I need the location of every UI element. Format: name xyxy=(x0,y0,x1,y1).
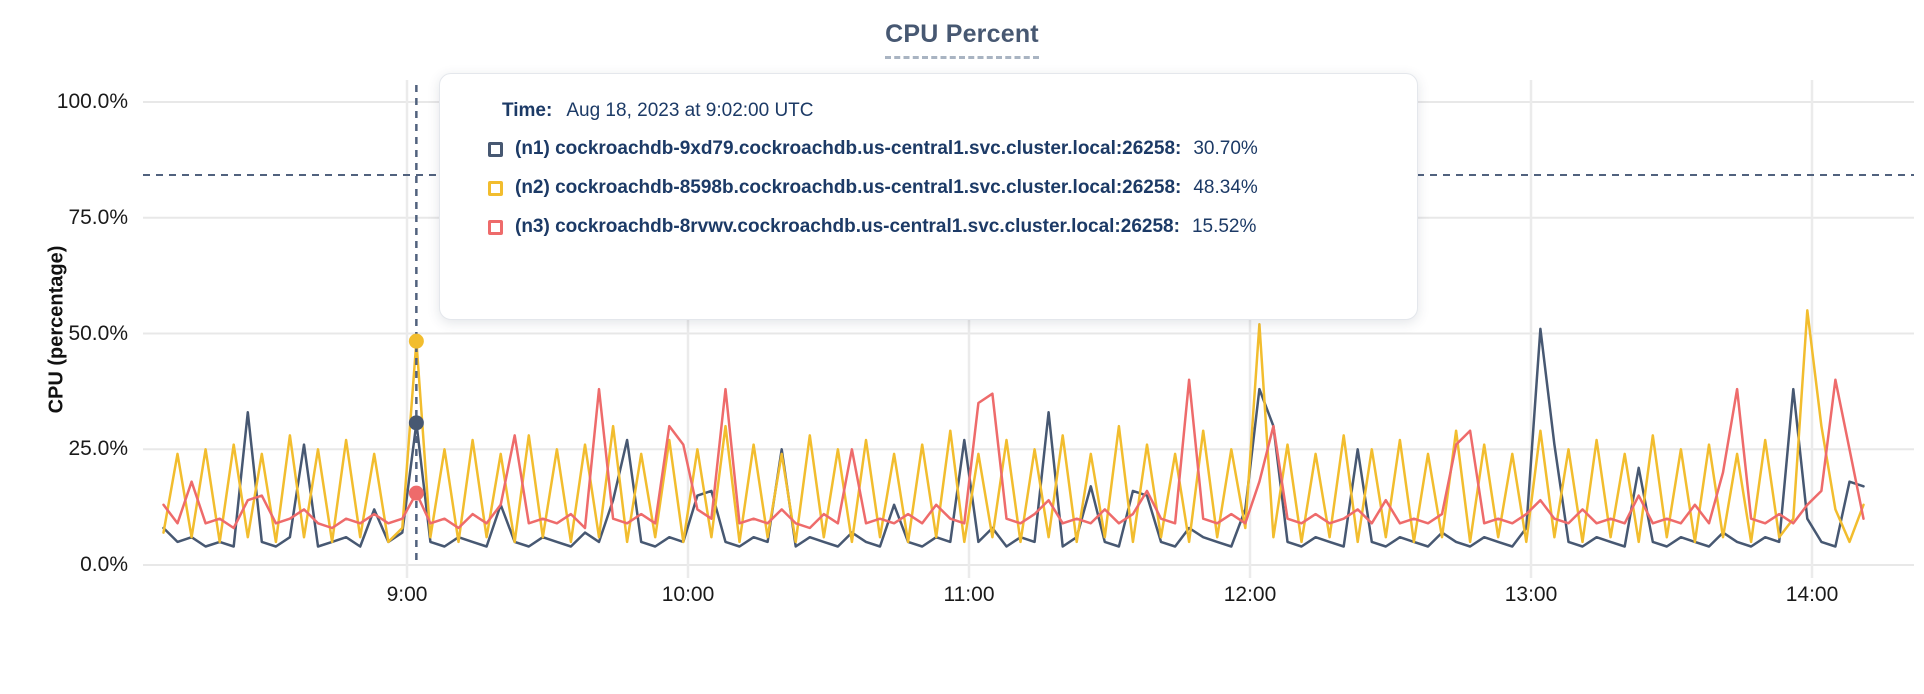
series-value: 48.34% xyxy=(1193,177,1258,198)
series-value: 30.70% xyxy=(1193,138,1258,159)
tooltip-legend-row-n2: (n2) cockroachdb-8598b.cockroachdb.us-ce… xyxy=(488,175,1387,201)
x-tick-label: 11:00 xyxy=(943,583,995,606)
y-tick-label: 50.0% xyxy=(68,321,128,345)
series-line-n3 xyxy=(162,378,1865,530)
tooltip-time-label: Time: xyxy=(502,100,553,121)
hover-marker-n2 xyxy=(408,333,424,349)
y-tick-label: 100.0% xyxy=(56,90,128,113)
series-label: (n3) cockroachdb-8rvwv.cockroachdb.us-ce… xyxy=(515,216,1180,237)
chart-title[interactable]: CPU Percent xyxy=(885,20,1039,59)
y-tick-label: 0.0% xyxy=(80,553,128,576)
series-value: 15.52% xyxy=(1191,216,1257,237)
series-swatch-icon xyxy=(488,180,503,196)
x-tick-label: 9:00 xyxy=(386,583,428,606)
tooltip-legend-row-n3: (n3) cockroachdb-8rvwv.cockroachdb.us-ce… xyxy=(488,214,1387,240)
chart-title-wrap: CPU Percent xyxy=(0,20,1924,59)
hover-marker-n3 xyxy=(408,485,424,501)
x-tick-label: 10:00 xyxy=(661,583,715,606)
y-tick-label: 25.0% xyxy=(68,437,128,461)
series-label: (n1) cockroachdb-9xd79.cockroachdb.us-ce… xyxy=(515,138,1182,159)
tooltip-time-value: Aug 18, 2023 at 9:02:00 UTC xyxy=(566,100,814,121)
tooltip-legend-rows: (n1) cockroachdb-9xd79.cockroachdb.us-ce… xyxy=(488,136,1387,240)
x-tick-label: 12:00 xyxy=(1223,583,1277,606)
x-tick-label: 14:00 xyxy=(1785,583,1839,606)
x-tick-label: 13:00 xyxy=(1504,583,1558,606)
tooltip-legend-row-n1: (n1) cockroachdb-9xd79.cockroachdb.us-ce… xyxy=(488,136,1387,162)
series-label: (n2) cockroachdb-8598b.cockroachdb.us-ce… xyxy=(515,177,1182,198)
tooltip-time-row: Time: Aug 18, 2023 at 9:02:00 UTC xyxy=(502,98,1387,124)
chart-hover-tooltip: Time: Aug 18, 2023 at 9:02:00 UTC (n1) co… xyxy=(439,73,1418,320)
y-tick-label: 75.0% xyxy=(68,205,128,229)
series-line-n2 xyxy=(162,309,1865,544)
series-swatch-icon xyxy=(488,219,503,235)
hover-marker-n1 xyxy=(408,415,424,431)
series-swatch-icon xyxy=(488,141,503,157)
series-line-n1 xyxy=(162,327,1865,548)
